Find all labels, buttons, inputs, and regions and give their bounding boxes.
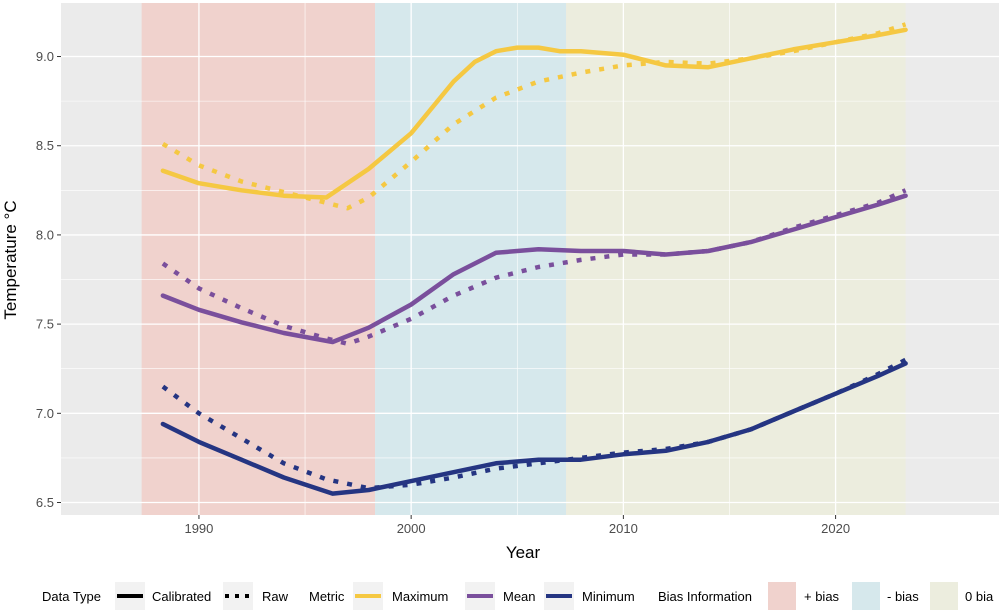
x-axis-title: Year [506,543,541,562]
legend: Data Type Calibrated Raw Metric Maximum … [42,582,994,610]
y-tick-label: 7.0 [36,406,54,421]
grid-lines [61,3,999,515]
bias-region-0 [141,3,376,515]
legend-title-data-type: Data Type [42,589,101,604]
y-axis-title: Temperature °C [1,200,20,319]
y-tick-label: 8.5 [36,138,54,153]
series-minimum-raw [161,357,907,491]
series-mean-calibrated [160,193,908,345]
legend-label-minus-bias: - bias [887,589,919,604]
x-tick-label: 1990 [184,521,213,536]
legend-label-plus-bias: + bias [804,589,840,604]
x-axis-ticks: 1990 2000 2010 2020 [184,515,850,536]
legend-label-mean: Mean [503,589,536,604]
legend-key-minus-bias [852,582,880,610]
legend-key-plus-bias [768,582,796,610]
x-tick-label: 2010 [609,521,638,536]
legend-title-metric: Metric [309,589,345,604]
legend-key-raw [223,582,253,610]
legend-label-calibrated: Calibrated [152,589,211,604]
legend-key-minimum [544,582,574,610]
y-axis-ticks: 6.5 7.0 7.5 8.0 8.5 9.0 [36,49,61,510]
legend-title-bias: Bias Information [658,589,752,604]
x-tick-label: 2000 [397,521,426,536]
legend-key-maximum [353,582,383,610]
legend-label-raw: Raw [262,589,289,604]
legend-key-zero-bias [930,582,958,610]
legend-key-mean [465,582,495,610]
bias-regions [141,3,906,515]
bias-region-1 [375,3,567,515]
series-maximum-calibrated [160,27,908,200]
bias-region-2 [566,3,906,515]
series-lines [160,22,908,496]
y-tick-label: 7.5 [36,317,54,332]
y-tick-label: 9.0 [36,49,54,64]
legend-label-maximum: Maximum [392,589,448,604]
x-tick-label: 2020 [821,521,850,536]
legend-label-minimum: Minimum [582,589,635,604]
series-minimum-calibrated [160,361,908,496]
y-tick-label: 6.5 [36,495,54,510]
legend-label-zero-bias: 0 bia [965,589,994,604]
y-tick-label: 8.0 [36,227,54,242]
legend-key-calibrated [115,582,145,610]
